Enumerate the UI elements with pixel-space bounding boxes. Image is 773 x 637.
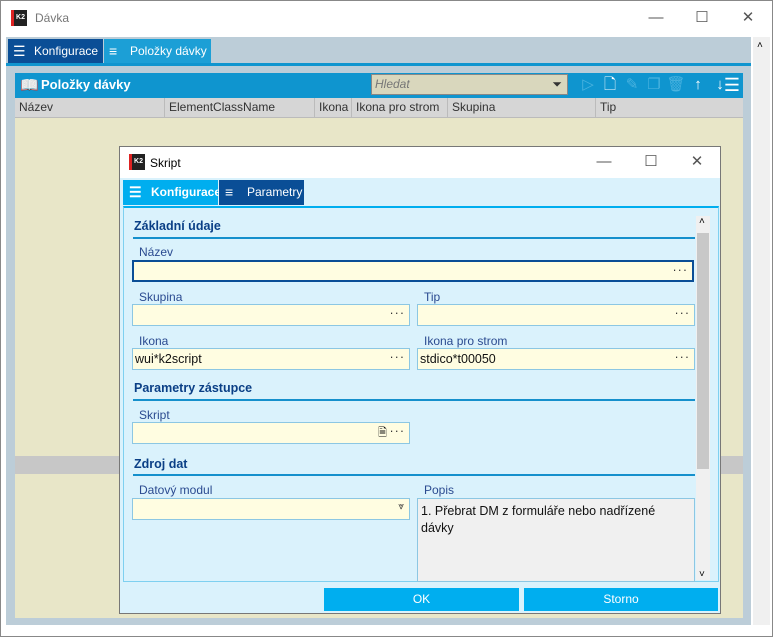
- section-source: Zdroj dat: [134, 457, 188, 471]
- section-basic: Základní údaje: [134, 219, 221, 233]
- window-titlebar: K2 Dávka — ☐ ✕: [1, 1, 772, 36]
- tab-polozky-davky[interactable]: ≡ Položky dávky: [104, 39, 211, 64]
- lines-icon: ≡: [109, 43, 118, 59]
- tip-field[interactable]: ···: [417, 304, 695, 326]
- ellipsis-icon[interactable]: ···: [674, 350, 690, 364]
- close-button[interactable]: ✕: [690, 153, 704, 170]
- skript-field[interactable]: 🗎 ···: [132, 422, 410, 444]
- k2-logo: K2: [11, 10, 27, 26]
- delete-icon[interactable]: 🗑: [666, 76, 686, 93]
- label: Ikona pro strom: [424, 334, 508, 348]
- tab-konfigurace[interactable]: ☰ Konfigurace: [123, 180, 221, 205]
- panel-header: 📖 Položky dávky Hledat ⏷ ▷ 🗋 ✎ ❐ 🗑 ↑ ↓ ☰: [15, 73, 743, 98]
- search-input[interactable]: Hledat ⏷: [371, 74, 568, 95]
- popis-textarea[interactable]: 1. Přebrat DM z formuláře nebo nadřízené…: [417, 498, 695, 582]
- skupina-field[interactable]: ···: [132, 304, 410, 326]
- label: Tip: [424, 290, 441, 304]
- nazev-field[interactable]: ···: [132, 260, 694, 282]
- tab-bar: ☰ Konfigurace ≡ Položky dávky: [6, 37, 751, 64]
- ikona-field[interactable]: wui*k2script ···: [132, 348, 410, 370]
- ikona-pro-strom-field[interactable]: stdico*t00050 ···: [417, 348, 695, 370]
- list-icon: ☰: [129, 184, 142, 200]
- ellipsis-icon[interactable]: ···: [674, 306, 690, 320]
- ellipsis-icon[interactable]: ···: [672, 263, 688, 277]
- label: Popis: [424, 483, 455, 497]
- lines-icon: ≡: [225, 184, 234, 200]
- copy-icon[interactable]: ❐: [647, 76, 661, 93]
- maximize-button[interactable]: ☐: [695, 9, 709, 26]
- section-proxy: Parametry zástupce: [134, 381, 253, 395]
- label: Skript: [139, 408, 170, 422]
- storno-button[interactable]: Storno: [524, 588, 718, 611]
- minimize-button[interactable]: —: [596, 153, 612, 170]
- arrow-down-icon[interactable]: ↓: [716, 76, 724, 93]
- divider: [133, 399, 695, 401]
- label: Datový modul: [139, 483, 213, 497]
- content-frame: ˄ ˅ Základní údaje Název ··· Skupina ···…: [123, 206, 719, 582]
- dialog-titlebar: K2 Skript — ☐ ✕: [120, 147, 720, 178]
- column-header[interactable]: ElementClassName: [165, 98, 315, 118]
- book-icon: 📖: [20, 77, 39, 94]
- ok-button[interactable]: OK: [324, 588, 519, 611]
- minimize-button[interactable]: —: [648, 9, 664, 26]
- ellipsis-icon[interactable]: ···: [389, 424, 405, 438]
- label: Ikona: [139, 334, 169, 348]
- ellipsis-icon[interactable]: ···: [389, 306, 405, 320]
- menu-icon[interactable]: ☰: [723, 75, 741, 95]
- column-header[interactable]: Ikona pro strom: [352, 98, 448, 118]
- script-dialog: K2 Skript — ☐ ✕ ☰ Konfigurace ≡ Parametry …: [119, 146, 721, 614]
- ellipsis-icon[interactable]: ···: [389, 350, 405, 364]
- window-title: Dávka: [35, 11, 70, 25]
- divider: [133, 237, 695, 239]
- column-header[interactable]: Ikona: [315, 98, 352, 118]
- new-document-icon[interactable]: 🗋: [603, 76, 617, 93]
- play-icon[interactable]: ▷: [582, 76, 594, 93]
- datovy-modul-field[interactable]: ⩔: [132, 498, 410, 520]
- dropdown-icon[interactable]: ⩔: [398, 501, 405, 512]
- k2-logo: K2: [129, 154, 145, 170]
- divider: [133, 474, 695, 476]
- scrollbar[interactable]: ˄ ˅: [696, 216, 710, 580]
- panel-title: Položky dávky: [41, 77, 131, 92]
- script-icon[interactable]: 🗎: [378, 427, 387, 439]
- label: Skupina: [139, 290, 183, 304]
- filter-icon[interactable]: ⏷: [552, 77, 562, 91]
- arrow-up-icon[interactable]: ↑: [694, 76, 702, 93]
- close-button[interactable]: ✕: [741, 9, 755, 26]
- scrollbar[interactable]: ˄: [753, 37, 770, 625]
- tab-konfigurace[interactable]: ☰ Konfigurace: [8, 39, 103, 64]
- column-header[interactable]: Tip: [600, 100, 617, 114]
- grid-header: Název ElementClassName Ikona Ikona pro s…: [15, 98, 743, 118]
- maximize-button[interactable]: ☐: [644, 153, 658, 170]
- list-icon: ☰: [13, 43, 26, 59]
- column-header[interactable]: Skupina: [448, 98, 596, 118]
- edit-icon[interactable]: ✎: [625, 76, 639, 93]
- label: Název: [139, 245, 174, 259]
- column-header[interactable]: Název: [15, 98, 165, 118]
- dialog-title: Skript: [150, 156, 181, 170]
- tab-parametry[interactable]: ≡ Parametry: [219, 180, 304, 205]
